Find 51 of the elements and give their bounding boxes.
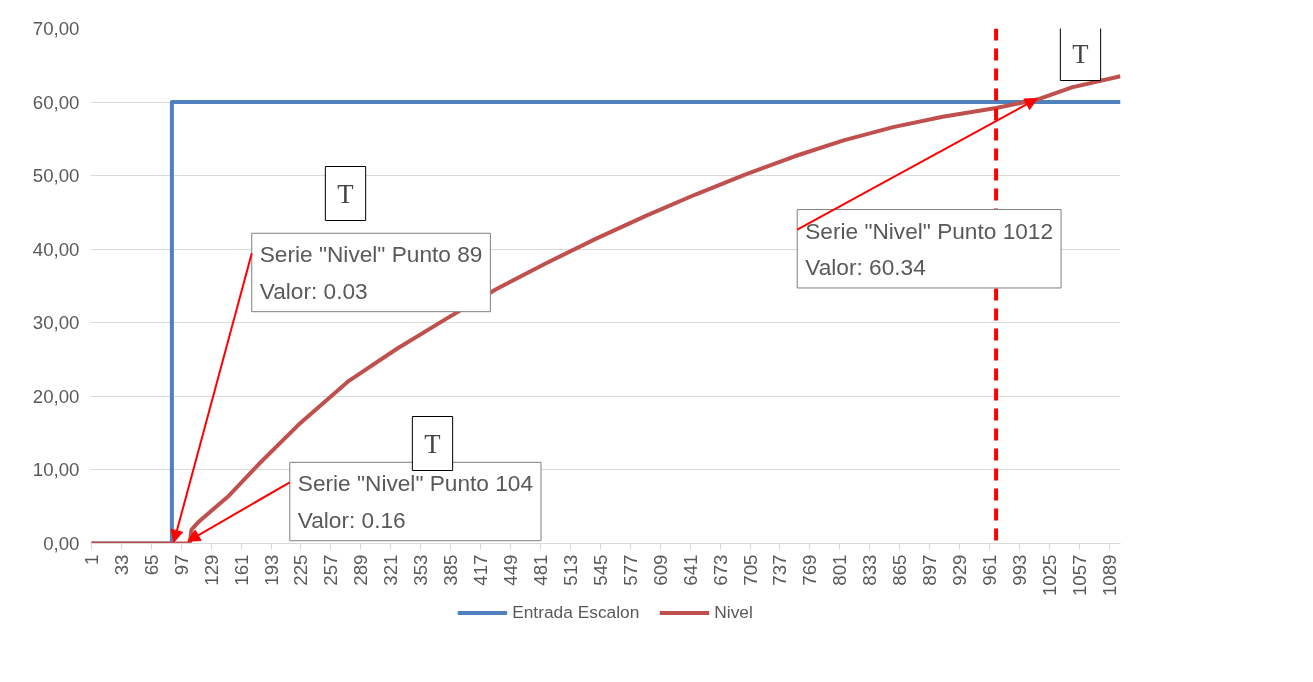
x-tick-label: 417 (470, 554, 492, 586)
x-tick-label: 193 (260, 554, 282, 586)
x-tick-label: 673 (709, 554, 731, 586)
x-tick-label: 97 (170, 554, 192, 576)
x-tick-label: 385 (440, 554, 462, 586)
legend-label: Nivel (714, 601, 753, 623)
x-tick-label: 513 (559, 554, 581, 586)
x-tick-label: 993 (1008, 554, 1030, 586)
x-tick-label: 737 (769, 554, 791, 586)
x-tick-label: 801 (829, 554, 851, 586)
x-tick-label: 257 (320, 554, 342, 586)
y-tick-label: 70,00 (32, 18, 80, 39)
x-tick-label: 961 (979, 554, 1001, 586)
x-tick-label: 641 (679, 554, 701, 586)
x-tick-label: 129 (200, 554, 222, 586)
y-tick-label: 0,00 (43, 533, 80, 554)
x-tick-label: 1 (80, 554, 102, 565)
annotation: T (1072, 38, 1089, 69)
x-tick-label: 897 (919, 554, 941, 586)
x-tick-label: 289 (350, 554, 372, 586)
y-tick-label: 10,00 (32, 459, 80, 481)
annotation: T (424, 428, 441, 459)
annotation: T (337, 178, 354, 209)
annotation: Serie "Nivel" Punto 89 Valor: 0.03 (259, 241, 483, 304)
legend-label: Entrada Escalon (512, 601, 640, 623)
x-tick-label: 321 (380, 554, 402, 586)
x-tick-label: 353 (410, 554, 432, 586)
x-tick-label: 1057 (1068, 554, 1090, 596)
x-tick-label: 161 (230, 554, 252, 586)
x-tick-label: 833 (859, 554, 881, 586)
x-tick-label: 577 (619, 554, 641, 586)
x-tick-label: 481 (529, 554, 551, 586)
x-tick-label: 929 (949, 554, 971, 586)
x-tick-label: 865 (889, 554, 911, 586)
x-tick-label: 769 (799, 554, 821, 586)
x-tick-label: 545 (589, 554, 611, 586)
x-tick-label: 33 (110, 554, 132, 576)
y-tick-label: 40,00 (32, 238, 80, 260)
x-tick-label: 65 (140, 554, 162, 576)
x-tick-label: 1025 (1038, 554, 1060, 596)
y-tick-label: 30,00 (32, 312, 80, 334)
y-tick-label: 50,00 (32, 165, 80, 187)
annotation: Serie "Nivel" Punto 104 Valor: 0.16 (297, 470, 534, 533)
y-tick-label: 60,00 (32, 91, 80, 113)
x-tick-label: 705 (739, 554, 761, 586)
x-tick-label: 225 (290, 554, 312, 586)
x-tick-label: 1089 (1098, 554, 1120, 596)
y-tick-label: 20,00 (32, 385, 80, 407)
x-tick-label: 609 (649, 554, 671, 586)
x-tick-label: 449 (500, 554, 522, 586)
annotation: Serie "Nivel" Punto 1012 Valor: 60.34 (805, 217, 1054, 280)
